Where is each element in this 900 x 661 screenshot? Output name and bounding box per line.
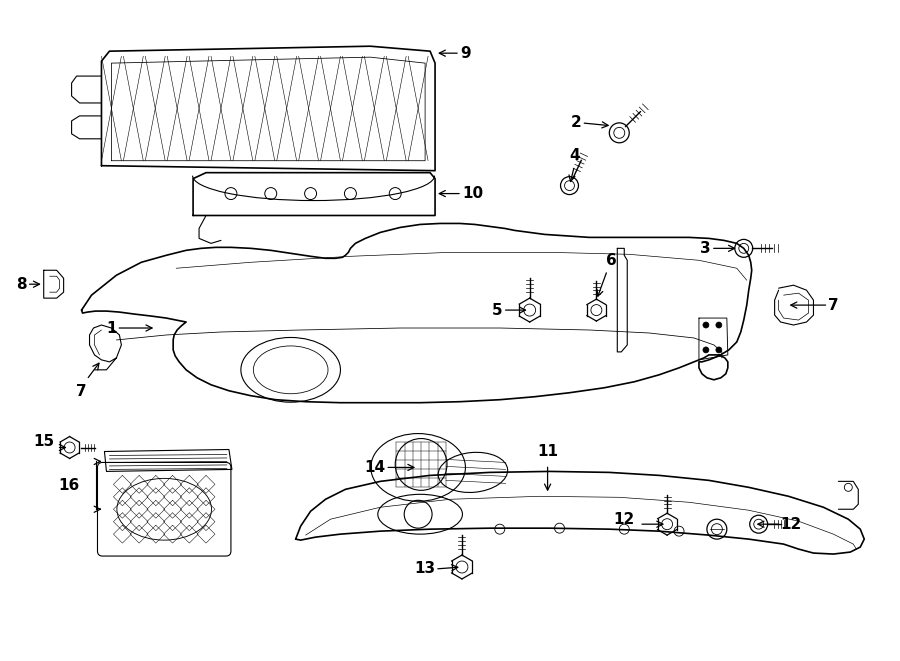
Circle shape (716, 347, 722, 353)
Text: 15: 15 (33, 434, 54, 449)
Text: 9: 9 (460, 46, 471, 61)
Text: 11: 11 (537, 444, 558, 459)
Circle shape (703, 322, 709, 328)
Text: 8: 8 (16, 277, 27, 292)
Text: 3: 3 (700, 241, 711, 256)
Text: 13: 13 (414, 561, 435, 576)
Text: 14: 14 (364, 460, 385, 475)
Text: 5: 5 (492, 303, 503, 317)
Text: 4: 4 (569, 148, 580, 163)
Text: 16: 16 (58, 478, 79, 493)
Text: 7: 7 (76, 384, 87, 399)
Text: 10: 10 (462, 186, 483, 201)
Text: 1: 1 (106, 321, 116, 336)
Text: 12: 12 (780, 517, 802, 531)
Circle shape (703, 347, 709, 353)
Text: 6: 6 (606, 253, 616, 268)
Circle shape (716, 322, 722, 328)
Text: 7: 7 (828, 297, 839, 313)
Text: 2: 2 (571, 116, 581, 130)
Text: 12: 12 (613, 512, 634, 527)
